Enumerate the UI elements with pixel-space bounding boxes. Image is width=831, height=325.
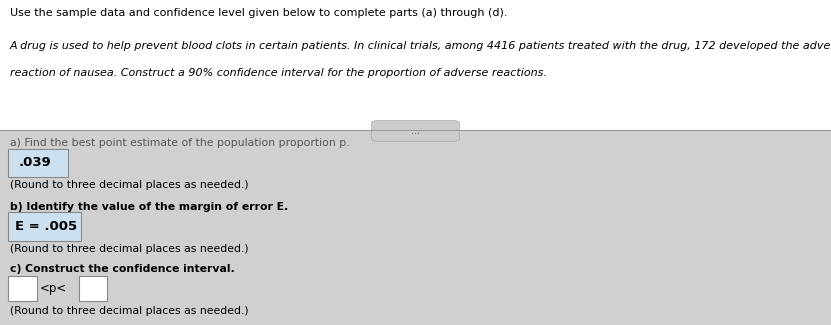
FancyBboxPatch shape [0, 0, 831, 130]
FancyBboxPatch shape [8, 149, 68, 177]
Text: .039: .039 [18, 156, 51, 169]
Text: reaction of nausea. Construct a 90% confidence interval for the proportion of ad: reaction of nausea. Construct a 90% conf… [10, 68, 547, 78]
Text: (Round to three decimal places as needed.): (Round to three decimal places as needed… [10, 244, 248, 254]
Text: b) Identify the value of the margin of error E.: b) Identify the value of the margin of e… [10, 202, 288, 212]
Text: A drug is used to help prevent blood clots in certain patients. In clinical tria: A drug is used to help prevent blood clo… [10, 41, 831, 51]
FancyBboxPatch shape [8, 276, 37, 301]
Text: (Round to three decimal places as needed.): (Round to three decimal places as needed… [10, 306, 248, 316]
Text: ...: ... [411, 126, 420, 136]
Text: a) Find the best point estimate of the population proportion p.: a) Find the best point estimate of the p… [10, 138, 350, 148]
FancyBboxPatch shape [79, 276, 107, 301]
Text: E = .005: E = .005 [15, 220, 77, 233]
Text: c) Construct the confidence interval.: c) Construct the confidence interval. [10, 264, 234, 274]
Text: (Round to three decimal places as needed.): (Round to three decimal places as needed… [10, 180, 248, 190]
FancyBboxPatch shape [371, 121, 460, 141]
Text: Use the sample data and confidence level given below to complete parts (a) throu: Use the sample data and confidence level… [10, 8, 508, 18]
Text: <p<: <p< [40, 282, 67, 295]
FancyBboxPatch shape [8, 212, 81, 240]
